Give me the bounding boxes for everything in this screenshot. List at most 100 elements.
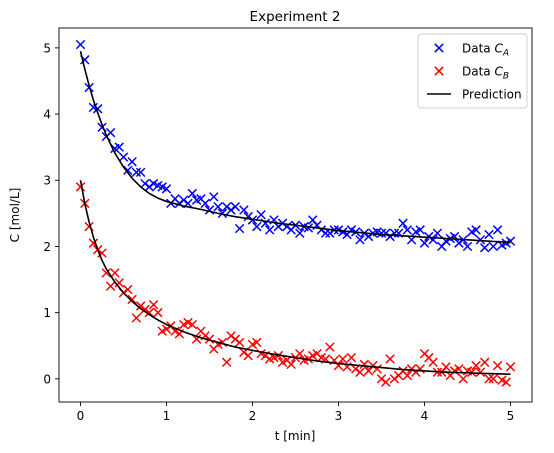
data-point xyxy=(200,198,210,209)
y-tick-label: 5 xyxy=(43,41,51,55)
data-point xyxy=(419,238,430,248)
data-point xyxy=(501,377,511,387)
data-point xyxy=(170,326,180,336)
data-point xyxy=(484,229,494,240)
data-point xyxy=(295,348,305,359)
y-tick-label: 0 xyxy=(43,372,51,386)
y-axis-label: C [mol/L] xyxy=(8,188,22,243)
data-point xyxy=(286,359,296,369)
data-point xyxy=(105,281,116,291)
data-point xyxy=(161,184,172,194)
x-tick-label: 0 xyxy=(77,409,85,423)
data-point xyxy=(221,357,232,368)
legend-x-marker xyxy=(434,43,444,53)
data-point xyxy=(264,225,275,235)
data-point xyxy=(355,235,365,245)
data-point xyxy=(320,228,331,238)
data-point xyxy=(325,342,335,352)
y-tick-label: 2 xyxy=(43,240,51,254)
data-point xyxy=(187,319,198,330)
x-axis: 0 1 2 3 4 5 xyxy=(77,402,515,423)
data-point xyxy=(359,359,370,369)
data-point xyxy=(385,354,395,364)
plot-frame xyxy=(58,27,533,403)
data-point xyxy=(123,165,133,176)
data-point xyxy=(204,205,215,215)
data-point xyxy=(402,225,413,235)
legend-label: Data CB xyxy=(462,65,509,82)
data-point xyxy=(209,192,219,202)
legend: Data CA Data CB Prediction xyxy=(417,33,528,109)
data-point xyxy=(230,201,241,212)
data-point xyxy=(462,241,473,252)
y-axis: 0 1 2 3 4 5 xyxy=(43,41,59,386)
legend-box xyxy=(417,33,528,109)
data-point xyxy=(488,374,499,384)
data-point xyxy=(217,337,228,348)
data-point xyxy=(204,334,215,344)
data-point xyxy=(105,127,116,138)
data-point xyxy=(187,188,198,199)
data-point xyxy=(153,307,163,318)
data-point xyxy=(454,364,464,374)
data-point xyxy=(432,228,443,238)
data-point xyxy=(484,374,494,384)
x-tick-label: 2 xyxy=(249,409,257,423)
data-point xyxy=(75,182,86,192)
data-point xyxy=(479,357,490,368)
data-point xyxy=(372,364,382,374)
data-point xyxy=(243,350,253,361)
prediction-line xyxy=(79,180,511,375)
data-point xyxy=(346,352,357,363)
series-2 xyxy=(79,50,511,244)
data-point xyxy=(488,241,499,252)
data-point xyxy=(505,362,516,372)
x-tick-label: 5 xyxy=(507,409,515,423)
data-point xyxy=(127,294,137,305)
data-point xyxy=(252,337,262,348)
data-point xyxy=(471,360,481,371)
data-point xyxy=(338,227,348,237)
data-point xyxy=(252,221,262,232)
data-point xyxy=(428,357,438,368)
data-point xyxy=(256,209,266,220)
data-point xyxy=(217,208,228,219)
data-point xyxy=(381,377,391,387)
x-tick-label: 4 xyxy=(421,409,429,423)
data-point xyxy=(355,367,365,377)
data-point xyxy=(415,225,425,235)
data-point xyxy=(234,337,245,348)
data-point xyxy=(234,223,245,234)
y-tick-label: 3 xyxy=(43,174,51,188)
data-point xyxy=(295,228,305,238)
data-point xyxy=(398,218,408,229)
data-point xyxy=(213,201,223,212)
legend-label: Data CA xyxy=(462,42,509,59)
x-axis-label: t [min] xyxy=(275,429,316,443)
data-point xyxy=(471,225,481,235)
data-point xyxy=(135,167,146,178)
x-tick-label: 1 xyxy=(163,409,171,423)
data-point xyxy=(492,360,503,371)
x-tick-label: 3 xyxy=(335,409,343,423)
y-tick-label: 1 xyxy=(43,306,51,320)
data-point xyxy=(239,205,249,215)
data-point xyxy=(101,268,112,278)
data-point xyxy=(75,39,86,50)
data-point xyxy=(338,354,348,364)
data-point xyxy=(402,370,413,381)
data-point xyxy=(118,152,129,162)
data-point xyxy=(114,278,124,288)
data-point xyxy=(97,248,107,258)
chart-title: Experiment 2 xyxy=(250,9,341,25)
data-point xyxy=(110,268,120,278)
data-point xyxy=(131,167,142,178)
data-point xyxy=(148,299,159,310)
data-point xyxy=(479,243,490,253)
data-point xyxy=(475,367,486,377)
series-1 xyxy=(75,182,516,387)
data-point xyxy=(303,223,314,233)
legend-label: Prediction xyxy=(462,88,522,102)
data-point xyxy=(376,228,387,238)
